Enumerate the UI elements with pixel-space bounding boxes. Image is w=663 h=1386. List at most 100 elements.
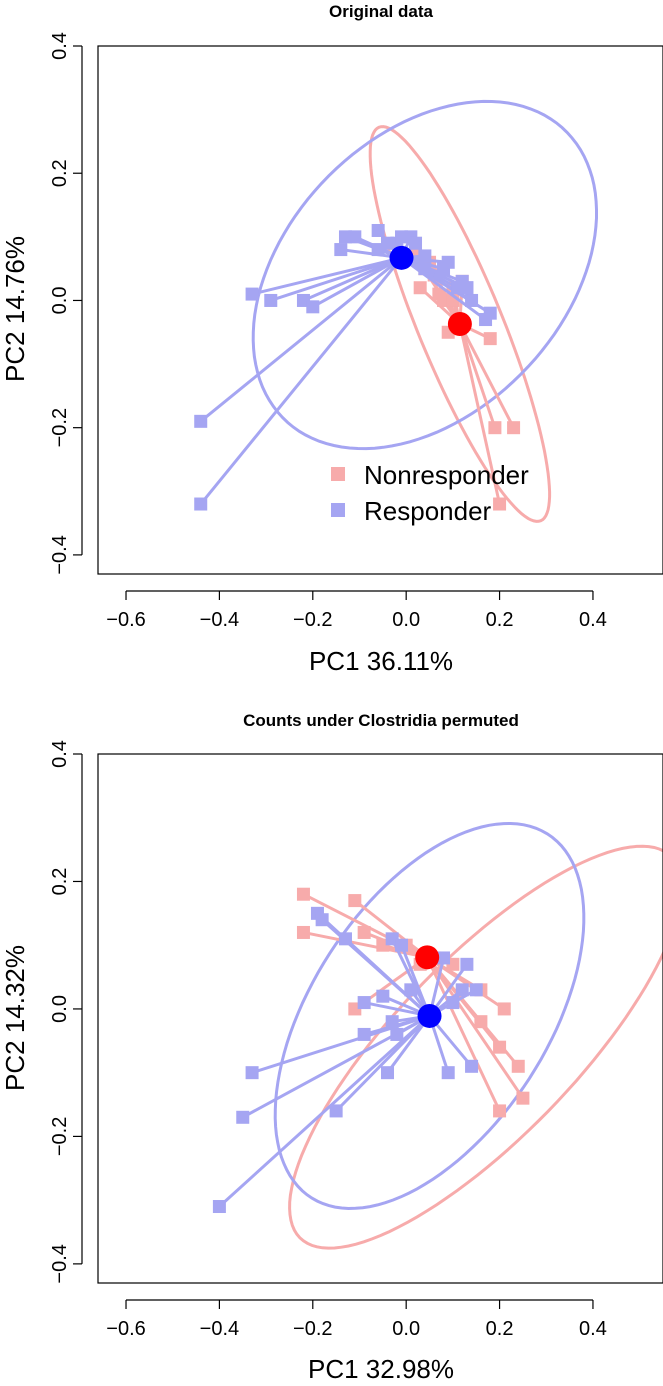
x-tick-label: −0.6 [106,609,145,631]
spoke-responder [400,944,431,1017]
y-tick-label: 0.2 [49,868,71,896]
plot-area [97,753,663,1284]
plot-area [97,45,663,575]
y-tick-label: −0.4 [49,535,71,574]
point-responder [338,932,352,946]
chart-title: Original data [329,2,433,21]
ellipse-nonresponder [368,125,552,523]
x-tick-label: 0.2 [486,1318,514,1340]
point-responder [194,414,208,428]
spoke-nonresponder [458,323,502,505]
point-responder [245,287,259,301]
spoke-responder [199,256,403,423]
plot-contents [194,99,598,523]
point-nonresponder [483,332,497,346]
point-responder [357,1027,371,1041]
point-responder [418,249,432,263]
y-tick-label: 0.2 [49,159,71,187]
x-axis-label: PC1 32.98% [308,1354,454,1384]
point-responder [451,281,465,295]
point-responder [236,1110,250,1124]
point-nonresponder [493,497,507,511]
spoke-nonresponder [458,323,497,429]
spoke-responder [270,256,402,302]
point-nonresponder [296,887,310,901]
point-responder [334,243,348,257]
point-nonresponder [493,1040,507,1054]
point-responder [446,996,460,1010]
x-tick-label: −0.2 [293,609,332,631]
point-nonresponder [474,1015,488,1029]
point-responder [418,262,432,276]
x-tick-label: −0.2 [293,1318,332,1340]
point-responder [385,1015,399,1029]
x-tick-label: 0.4 [579,609,607,631]
y-tick-label: 0.4 [49,32,71,60]
point-responder [465,1059,479,1073]
point-nonresponder [348,894,362,908]
point-nonresponder [511,1059,525,1073]
spoke-responder [218,1014,431,1208]
point-responder [245,1066,259,1080]
x-axis-label: PC1 36.11% [309,646,453,676]
x-tick-label: 0.0 [392,1318,420,1340]
y-tick-label: −0.4 [49,1244,71,1283]
y-axis-label: PC2 14.76% [0,236,30,382]
axis-ticks: −0.6 −0.4 −0.2 0.0 0.2 0.4 −0.4 −0.2 0.0 0.2 0.4 [49,740,607,1340]
point-nonresponder [497,1002,511,1016]
y-tick-label: 0.0 [49,287,71,315]
point-responder [460,957,474,971]
spoke-responder [251,1014,430,1075]
point-responder [479,313,493,327]
point-responder [264,293,278,307]
y-tick-label: 0.4 [49,740,71,768]
point-nonresponder [413,281,427,295]
spoke-responder [302,256,403,302]
ellipse-nonresponder [288,844,663,1250]
centroid-responder [389,245,414,270]
point-responder [441,255,455,269]
x-tick-label: −0.4 [200,609,239,631]
centroid-nonresponder [447,311,472,336]
point-responder [376,989,390,1003]
point-responder [212,1200,226,1214]
spoke-responder [344,937,431,1018]
point-nonresponder [432,287,446,301]
point-responder [329,1104,343,1118]
point-responder [371,223,385,237]
point-nonresponder [296,925,310,939]
ellipse-responder [251,99,598,451]
legend-swatch-responder [331,503,345,517]
point-nonresponder [507,421,521,435]
centroid-responder [417,1003,442,1028]
point-responder [404,983,418,997]
point-responder [465,293,479,307]
point-responder [357,996,371,1010]
x-tick-label: 0.2 [486,609,514,631]
point-nonresponder [357,925,371,939]
point-responder [409,236,423,250]
legend-label-responder: Responder [364,496,492,526]
legend-label-nonresponder: Nonresponder [364,460,529,490]
spoke-nonresponder [426,956,506,1011]
point-responder [348,230,362,244]
y-axis-label: PC2 14.32% [0,945,30,1091]
x-tick-label: 0.0 [392,609,420,631]
point-responder [194,497,208,511]
plot-frame [97,45,663,575]
y-tick-label: −0.2 [49,1117,71,1156]
point-responder [455,983,469,997]
spoke-responder [400,256,487,321]
point-responder [469,983,483,997]
point-responder [381,1066,395,1080]
centroid-nonresponder [415,945,440,970]
x-tick-label: 0.4 [579,1318,607,1340]
spoke-responder [312,256,403,309]
chart-title: Counts under Clostridia permuted [243,711,519,730]
plot-contents [212,821,663,1250]
point-responder [306,300,320,314]
panel-original-data: Original data PC1 36.11% PC2 14.76% −0.6… [0,2,663,676]
x-tick-label: −0.6 [106,1318,145,1340]
legend: Nonresponder Responder [331,460,529,526]
